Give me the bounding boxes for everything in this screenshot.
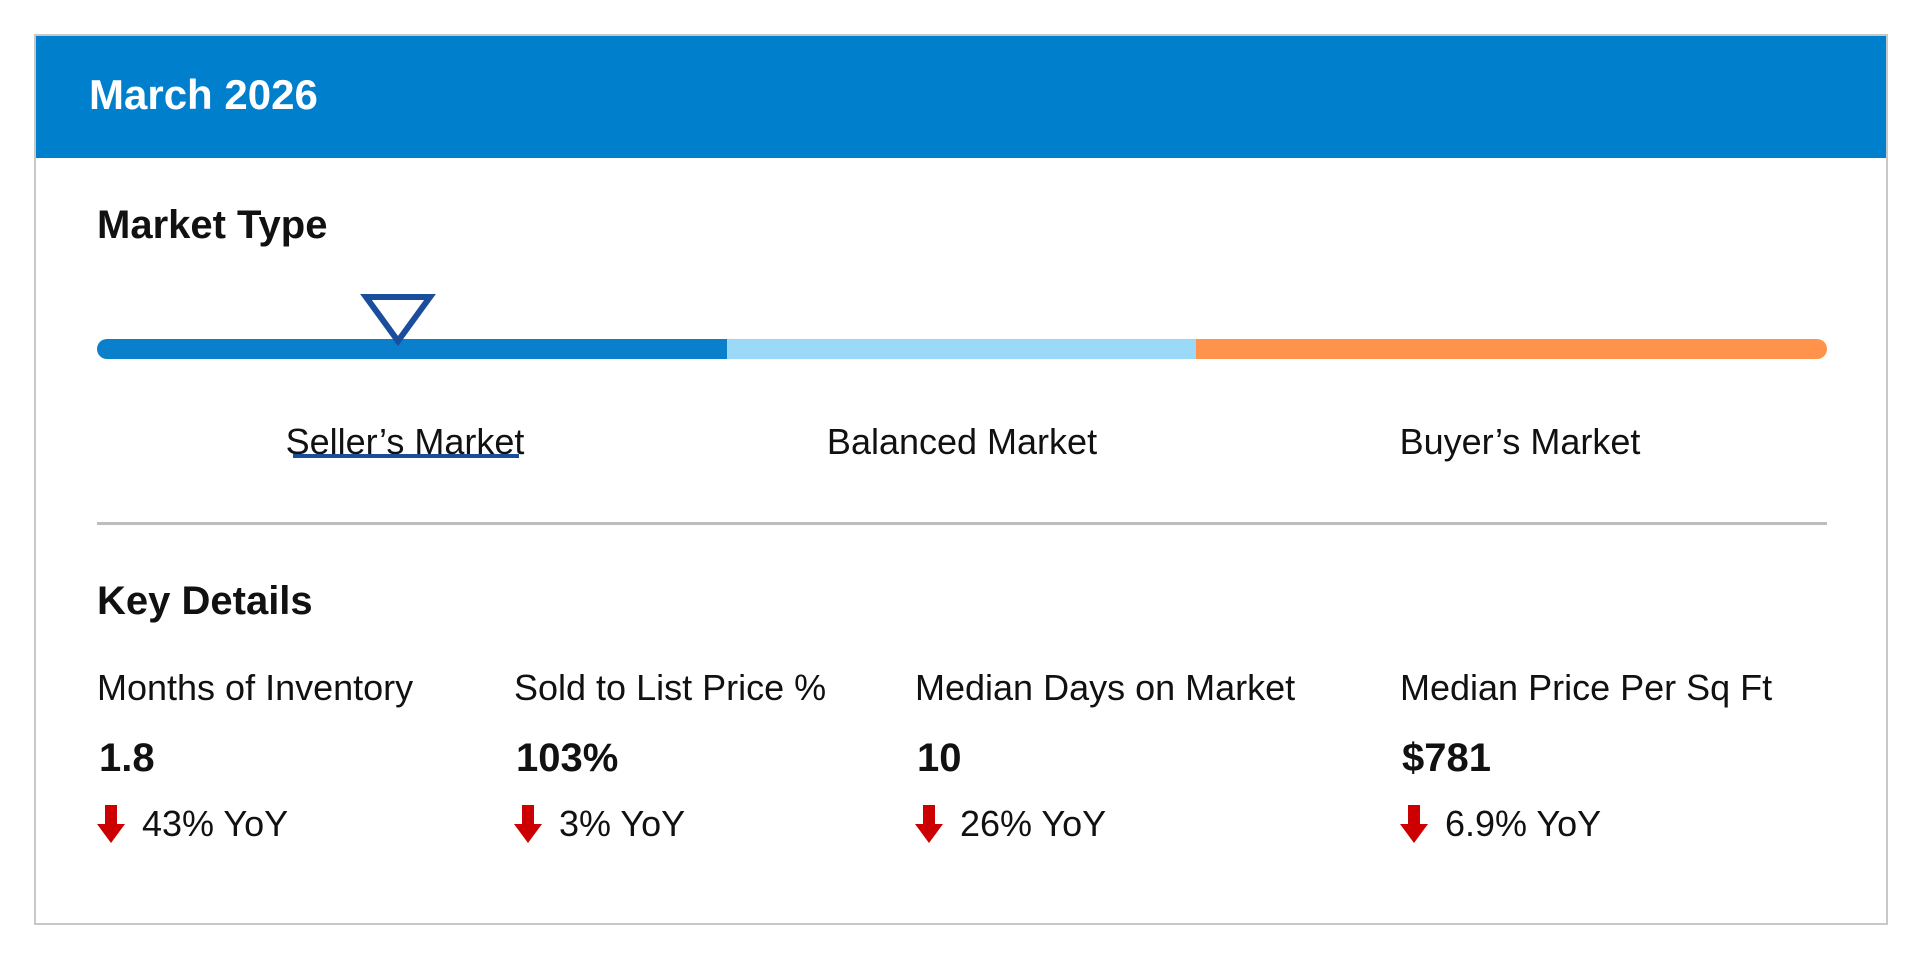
market-position-indicator-icon bbox=[360, 294, 436, 347]
balanced-market-segment bbox=[726, 339, 1196, 359]
key-details-heading: Key Details bbox=[97, 579, 313, 623]
down-arrow-icon bbox=[514, 805, 542, 843]
metric-change: 3% YoY bbox=[514, 802, 685, 846]
seller-market-segment bbox=[97, 339, 727, 359]
metric-change-text: 26% YoY bbox=[960, 803, 1107, 845]
buyer-market-label[interactable]: Buyer’s Market bbox=[1399, 421, 1641, 462]
metric-value: 103% bbox=[516, 736, 619, 780]
market-type-heading: Market Type bbox=[97, 203, 328, 247]
metric-value: 10 bbox=[917, 736, 962, 780]
metric-change: 6.9% YoY bbox=[1400, 802, 1601, 846]
metric-label: Median Price Per Sq Ft bbox=[1400, 667, 1773, 708]
section-divider bbox=[97, 522, 1827, 525]
active-market-underline bbox=[293, 454, 519, 458]
market-type-scale bbox=[97, 339, 1827, 359]
metric-change-text: 3% YoY bbox=[559, 803, 686, 845]
market-report-card: March 2026 Market Type Seller’s Market B… bbox=[34, 34, 1888, 925]
metric-value: 1.8 bbox=[99, 736, 155, 780]
down-arrow-icon bbox=[97, 805, 125, 843]
metric-change: 26% YoY bbox=[915, 802, 1106, 846]
metric-value: $781 bbox=[1402, 736, 1491, 780]
metric-change-text: 6.9% YoY bbox=[1445, 803, 1602, 845]
metric-label: Months of Inventory bbox=[97, 667, 414, 708]
report-header: March 2026 bbox=[36, 36, 1886, 158]
metric-label: Sold to List Price % bbox=[514, 667, 827, 708]
metric-label: Median Days on Market bbox=[915, 667, 1296, 708]
balanced-market-label[interactable]: Balanced Market bbox=[826, 421, 1098, 462]
report-month-title: March 2026 bbox=[89, 71, 318, 118]
buyer-market-segment bbox=[1195, 339, 1827, 359]
metric-change: 43% YoY bbox=[97, 802, 288, 846]
metric-change-text: 43% YoY bbox=[142, 803, 289, 845]
down-arrow-icon bbox=[915, 805, 943, 843]
down-arrow-icon bbox=[1400, 805, 1428, 843]
